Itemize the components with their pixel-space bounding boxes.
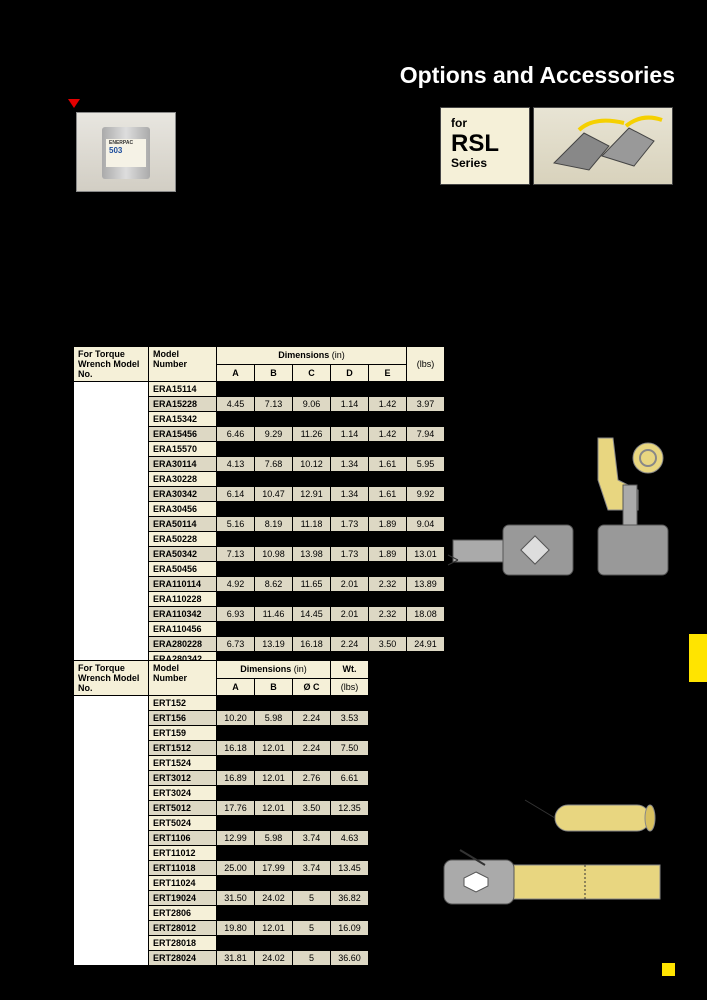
table-row: ERA110228 (149, 592, 217, 607)
table-row: ERT159 (149, 726, 217, 741)
table-row: ERT28018 (149, 936, 217, 951)
series-product-image (533, 107, 673, 185)
th-a2: A (217, 678, 255, 696)
th-e: E (369, 364, 407, 382)
lubricant-image: ENERPAC 503 (76, 112, 176, 192)
th-model2: Model Number (149, 661, 217, 696)
table-row: ERT28024 (149, 951, 217, 966)
th-d: D (331, 364, 369, 382)
table-row: ERA15456 (149, 427, 217, 442)
table-row: ERT19024 (149, 891, 217, 906)
era-table: For Torque Wrench Model No. Model Number… (73, 346, 445, 667)
lubricant-number: 503 (109, 147, 143, 156)
table-row: ERA30114 (149, 457, 217, 472)
table-row: ERT3024 (149, 786, 217, 801)
series-box: for RSL Series (440, 107, 530, 185)
table-row: ERA50342 (149, 547, 217, 562)
table-row: ERA110114 (149, 577, 217, 592)
table-row: ERA15342 (149, 412, 217, 427)
table-row: ERA30342 (149, 487, 217, 502)
table-row: ERT5024 (149, 816, 217, 831)
th-dim2: Dimensions (in) (217, 661, 331, 679)
th-dim: Dimensions (in) (217, 347, 407, 365)
table-row: ERA50456 (149, 562, 217, 577)
th-b: B (255, 364, 293, 382)
table-row: ERT28012 (149, 921, 217, 936)
table-row: ERT3012 (149, 771, 217, 786)
ert-table: For Torque Wrench Model No. Model Number… (73, 660, 369, 966)
th-wt: (lbs) (407, 347, 445, 382)
table-row: ERA50228 (149, 532, 217, 547)
reaction-arm-diagram (443, 430, 669, 620)
table-row: ERA110342 (149, 607, 217, 622)
red-triangle-icon (68, 99, 80, 108)
table-row: ERT1512 (149, 741, 217, 756)
series-name: RSL (451, 132, 519, 156)
table-row: ERT1524 (149, 756, 217, 771)
table-row: ERT156 (149, 711, 217, 726)
th-model: Model Number (149, 347, 217, 382)
th-wt2: Wt. (331, 661, 369, 679)
table-row: ERA15570 (149, 442, 217, 457)
th-b2: B (255, 678, 293, 696)
th-a: A (217, 364, 255, 382)
table-row: ERT11024 (149, 876, 217, 891)
table-row: ERA15114 (149, 382, 217, 397)
table-row: ERA50114 (149, 517, 217, 532)
page-number-box (662, 963, 675, 976)
table-row: ERT2806 (149, 906, 217, 921)
table-row: ERT1106 (149, 831, 217, 846)
th-wrench: For Torque Wrench Model No. (74, 347, 149, 382)
yellow-side-tab (689, 634, 707, 682)
th-c2: Ø C (293, 678, 331, 696)
table-row: ERA15228 (149, 397, 217, 412)
table-row: ERT152 (149, 696, 217, 711)
table-row: ERT11018 (149, 861, 217, 876)
series-for: for (451, 116, 519, 130)
table-row: ERA110456 (149, 622, 217, 637)
table-row: ERA280228 (149, 637, 217, 652)
th-wrench2: For Torque Wrench Model No. (74, 661, 149, 696)
page-title: Options and Accessories (400, 62, 675, 89)
tube-diagram (430, 790, 675, 920)
table-row: ERA30456 (149, 502, 217, 517)
table-row: ERT11012 (149, 846, 217, 861)
table-row: ERA30228 (149, 472, 217, 487)
th-wt-unit: (lbs) (331, 678, 369, 696)
series-label: Series (451, 156, 519, 170)
table-row: ERT5012 (149, 801, 217, 816)
th-c: C (293, 364, 331, 382)
